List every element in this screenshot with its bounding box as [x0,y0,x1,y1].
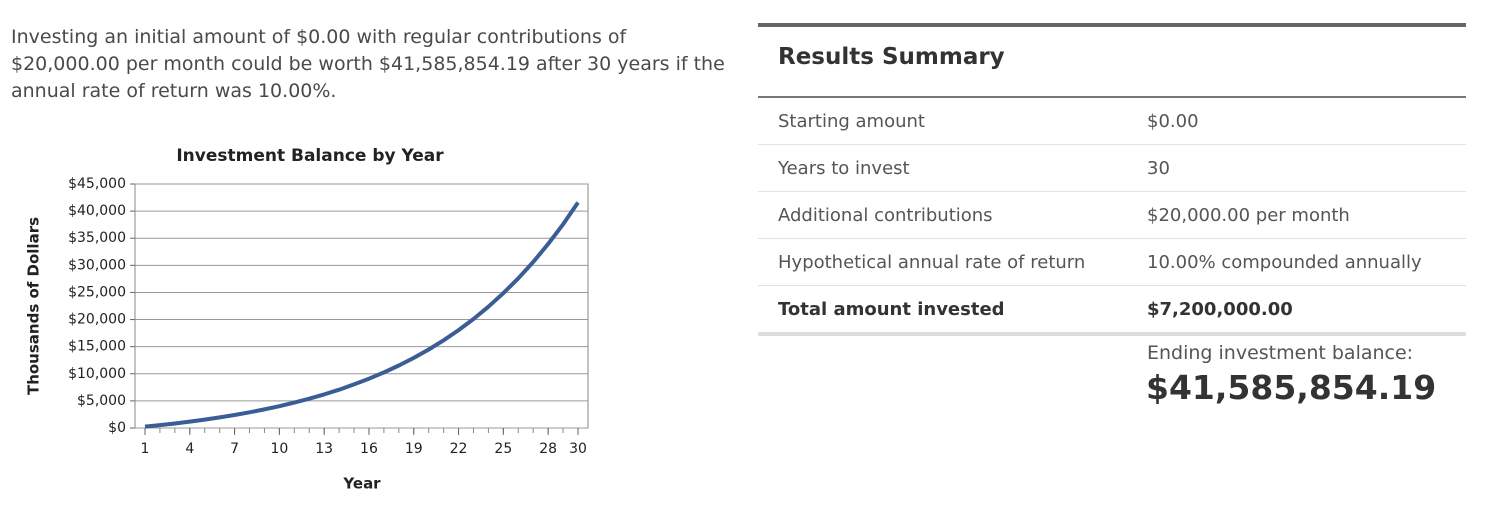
chart-title: Investment Balance by Year [176,146,444,166]
result-row: Total amount invested $7,200,000.00 [758,286,1466,336]
result-value: 10.00% compounded annually [1147,251,1422,273]
chart: Investment Balance by Year Year Thousand… [25,146,589,493]
result-row: Starting amount $0.00 [758,98,1466,145]
result-row: Years to invest 30 [758,145,1466,192]
y-tick-label: $0 [108,420,126,436]
result-label: Additional contributions [778,204,993,226]
results-title: Results Summary [758,27,1466,98]
x-tick-label: 28 [539,441,557,457]
y-tick-label: $40,000 [68,203,126,219]
result-label: Years to invest [778,157,910,179]
y-tick-label: $45,000 [68,176,126,192]
y-axis-label: Thousands of Dollars [25,217,43,395]
result-value: 30 [1147,157,1170,179]
x-tick-label: 4 [185,441,194,457]
result-value: $20,000.00 per month [1147,204,1350,226]
result-value: $7,200,000.00 [1147,298,1293,320]
x-tick-label: 1 [141,441,150,457]
x-axis-label: Year [342,475,381,493]
top-border [758,23,1466,27]
y-tick-label: $5,000 [77,393,126,409]
y-tick-label: $20,000 [68,312,126,328]
plot-area [134,183,589,429]
x-tick-label: 16 [360,441,378,457]
x-tick-label: 30 [569,441,587,457]
y-tick-label: $35,000 [68,230,126,246]
result-row: Hypothetical annual rate of return 10.00%… [758,239,1466,286]
result-label: Starting amount [778,110,925,132]
ending-label: Ending investment balance: [1147,342,1414,364]
x-tick-label: 25 [494,441,512,457]
summary-text: Investing an initial amount of $0.00 wit… [11,26,725,102]
ending-value: $41,585,854.19 [1146,368,1437,407]
x-tick-label: 22 [450,441,468,457]
result-label: Hypothetical annual rate of return [778,251,1086,273]
x-tick-label: 7 [230,441,239,457]
x-tick-label: 13 [315,441,333,457]
result-label: Total amount invested [778,298,1005,320]
y-tick-label: $10,000 [68,366,126,382]
x-tick-label: 19 [405,441,423,457]
result-row: Additional contributions $20,000.00 per m… [758,192,1466,239]
rows: Starting amount $0.00 Years to invest 30 Add… [758,98,1466,336]
x-tick-label: 10 [270,441,288,457]
results-table: Results Summary Starting amount $0.00 Year… [758,23,1466,336]
result-value: $0.00 [1147,110,1199,132]
y-tick-label: $30,000 [68,257,126,273]
y-tick-label: $15,000 [68,339,126,355]
y-tick-label: $25,000 [68,284,126,300]
line [144,201,580,429]
